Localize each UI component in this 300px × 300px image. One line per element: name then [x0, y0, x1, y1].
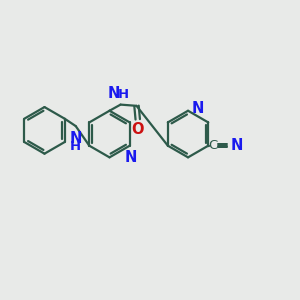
Text: N: N — [125, 150, 137, 165]
Text: H: H — [70, 140, 81, 153]
Text: N: N — [108, 86, 120, 101]
Text: O: O — [131, 122, 144, 137]
Text: N: N — [192, 101, 204, 116]
Text: H: H — [118, 88, 129, 101]
Text: C: C — [208, 139, 218, 152]
Text: N: N — [230, 138, 243, 153]
Text: N: N — [70, 131, 82, 146]
